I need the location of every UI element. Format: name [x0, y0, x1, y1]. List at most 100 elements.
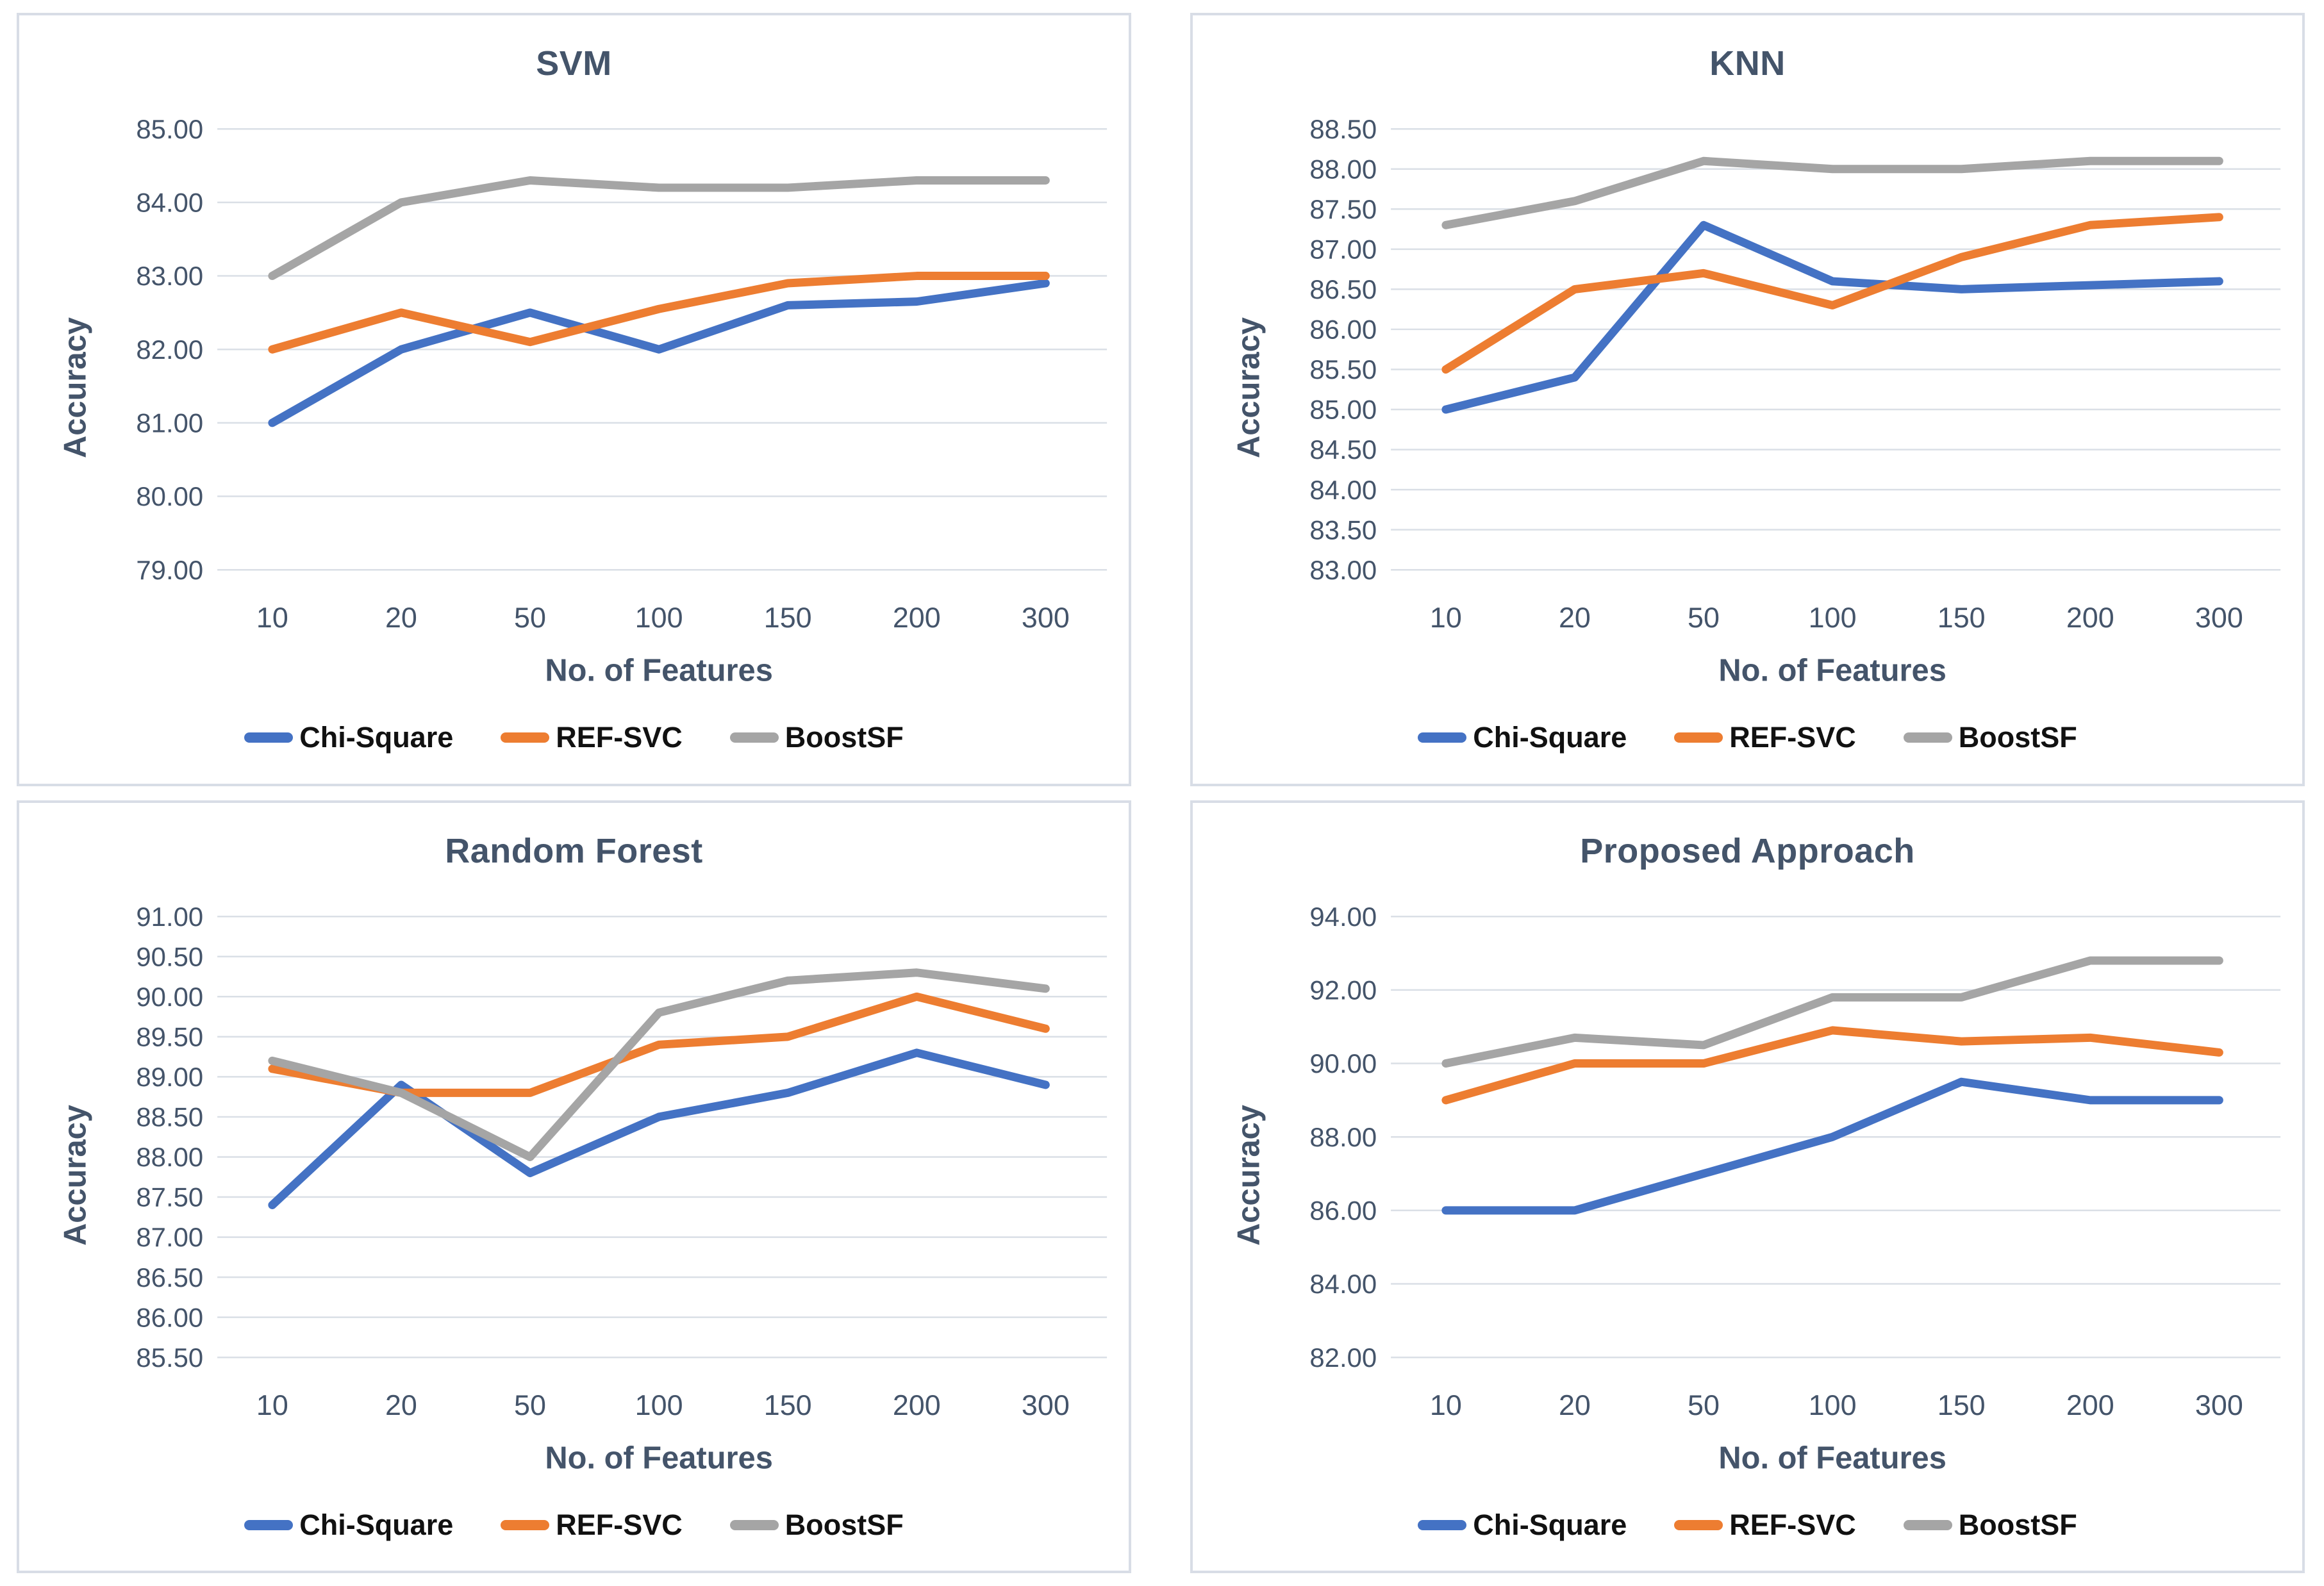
- line-chart-knn: 83.00 83.50 84.00 84.50 85.00 85.50 86.00 86.50…: [1232, 114, 2281, 688]
- x-tick-label: 10: [1430, 1388, 1462, 1421]
- legend-swatch-chi-square: [244, 732, 294, 743]
- series-line-chi-square: [1441, 220, 2223, 414]
- legend-label-ref-svc: REF-SVC: [1729, 1508, 1856, 1541]
- x-tick-label: 300: [1022, 1388, 1070, 1421]
- x-tick-label: 100: [635, 1388, 683, 1421]
- series-line-chi-square: [268, 1048, 1050, 1209]
- y-tick-label: 90.50: [136, 941, 203, 971]
- x-tick-label: 200: [2066, 1388, 2114, 1421]
- y-tick-label: 90.00: [1309, 1048, 1377, 1078]
- y-tick-label: 85.50: [1309, 354, 1377, 384]
- x-tick-label: 150: [1938, 601, 1986, 634]
- y-tick-label: 92.00: [1309, 975, 1377, 1005]
- legend-item-ref-svc: REF-SVC: [1674, 721, 1856, 754]
- x-tick-label: 50: [514, 601, 546, 634]
- y-tick-label: 82.00: [1309, 1342, 1377, 1372]
- x-tick-label: 10: [256, 601, 288, 634]
- chart-legend-proposed-approach: Chi-Square REF-SVC BoostSF: [1193, 1489, 2302, 1571]
- y-tick-label: 86.50: [1309, 274, 1377, 304]
- chart-title-proposed-approach: Proposed Approach: [1580, 831, 1915, 870]
- legend-label-boostsf: BoostSF: [1958, 1508, 2077, 1541]
- y-tick-label: 86.50: [136, 1262, 203, 1292]
- y-tick-label: 84.50: [1309, 434, 1377, 465]
- x-tick-label: 50: [1688, 601, 1720, 634]
- y-tick-label: 83.50: [1309, 515, 1377, 545]
- legend-item-ref-svc: REF-SVC: [501, 1508, 683, 1542]
- series-line-chi-square: [1441, 1077, 2223, 1214]
- chart-panel-proposed-approach: Proposed Approach 82.00 84.00 86.00 88.00 90…: [1190, 800, 2305, 1573]
- chart-title-knn: KNN: [1709, 44, 1786, 83]
- chart-title-svm: SVM: [536, 44, 612, 83]
- legend-swatch-ref-svc: [501, 732, 550, 743]
- series-line-boostsf: [1441, 156, 2223, 229]
- legend-label-ref-svc: REF-SVC: [1729, 721, 1856, 754]
- legend-swatch-ref-svc: [1674, 732, 1723, 743]
- x-tick-label: 10: [256, 1388, 288, 1421]
- series-line-ref-svc: [1441, 213, 2223, 374]
- y-tick-label: 86.00: [136, 1302, 203, 1332]
- y-tick-label: 84.00: [1309, 475, 1377, 505]
- y-tick-label: 89.00: [136, 1062, 203, 1092]
- x-tick-label: 200: [893, 1388, 941, 1421]
- x-axis-title: No. of Features: [545, 654, 773, 688]
- x-tick-label: 200: [2066, 601, 2114, 634]
- legend-swatch-boostsf: [729, 732, 779, 743]
- y-tick-label: 79.00: [136, 555, 203, 585]
- legend-item-boostsf: BoostSF: [1903, 1508, 2077, 1542]
- legend-swatch-ref-svc: [1674, 1519, 1723, 1530]
- x-tick-label: 150: [764, 601, 812, 634]
- chart-panel-random-forest: Random Forest 85.50 86.00 86.50 87.00 87.50 8…: [17, 800, 1131, 1573]
- y-tick-label: 86.00: [1309, 315, 1377, 345]
- y-axis-title: Accuracy: [1232, 1105, 1266, 1246]
- chart-legend-random-forest: Chi-Square REF-SVC BoostSF: [19, 1489, 1129, 1571]
- y-tick-label: 80.00: [136, 481, 203, 511]
- y-axis-title: Accuracy: [58, 317, 93, 458]
- line-chart-svm: 79.00 80.00 81.00 82.00 83.00 84.00 85.00 10 20 5…: [58, 114, 1108, 688]
- legend-item-chi-square: Chi-Square: [1418, 721, 1627, 754]
- legend-swatch-chi-square: [244, 1519, 294, 1530]
- legend-label-chi-square: Chi-Square: [299, 721, 454, 754]
- chart-panel-svm: SVM 79.00 80.00 81.00 82.00 83.00 84.00 85.00 1…: [17, 13, 1131, 786]
- legend-swatch-chi-square: [1418, 1519, 1467, 1530]
- chart-panel-knn: KNN 83.00 83.50 84.00 84.50 85.00 85.50 86.00 8…: [1190, 13, 2305, 786]
- legend-item-boostsf: BoostSF: [729, 1508, 904, 1542]
- series-line-boostsf: [268, 176, 1050, 281]
- y-tick-label: 83.00: [1309, 555, 1377, 585]
- legend-label-ref-svc: REF-SVC: [556, 1508, 683, 1541]
- y-tick-label: 87.00: [1309, 235, 1377, 265]
- chart-legend-knn: Chi-Square REF-SVC BoostSF: [1193, 701, 2302, 784]
- legend-item-ref-svc: REF-SVC: [1674, 1508, 1856, 1542]
- x-tick-label: 100: [1809, 1388, 1857, 1421]
- legend-swatch-boostsf: [729, 1519, 779, 1530]
- x-tick-label: 10: [1430, 601, 1462, 634]
- y-tick-label: 81.00: [136, 408, 203, 438]
- chart-legend-svm: Chi-Square REF-SVC BoostSF: [19, 701, 1129, 784]
- legend-label-boostsf: BoostSF: [1958, 721, 2077, 754]
- legend-label-chi-square: Chi-Square: [299, 1508, 454, 1541]
- series-line-ref-svc: [268, 272, 1050, 354]
- legend-label-chi-square: Chi-Square: [1473, 1508, 1627, 1541]
- y-tick-label: 82.00: [136, 335, 203, 365]
- y-tick-label: 88.50: [136, 1102, 203, 1132]
- x-tick-label: 300: [1022, 601, 1070, 634]
- y-tick-label: 87.50: [136, 1182, 203, 1212]
- series-line-boostsf: [268, 968, 1050, 1161]
- legend-item-chi-square: Chi-Square: [244, 1508, 453, 1542]
- x-axis-title: No. of Features: [545, 1441, 773, 1475]
- x-tick-label: 300: [2195, 1388, 2243, 1421]
- legend-item-boostsf: BoostSF: [729, 721, 904, 754]
- y-tick-label: 84.00: [1309, 1269, 1377, 1299]
- legend-swatch-boostsf: [1903, 1519, 1952, 1530]
- x-axis-title: No. of Features: [1718, 654, 1946, 688]
- legend-label-chi-square: Chi-Square: [1473, 721, 1627, 754]
- x-tick-label: 20: [1559, 601, 1591, 634]
- legend-item-chi-square: Chi-Square: [244, 721, 453, 754]
- x-tick-label: 300: [2195, 601, 2243, 634]
- y-tick-label: 94.00: [1309, 901, 1377, 931]
- line-chart-random-forest: 85.50 86.00 86.50 87.00 87.50 88.00 88.50 89.00…: [58, 901, 1108, 1475]
- x-tick-label: 50: [514, 1388, 546, 1421]
- x-tick-label: 200: [893, 601, 941, 634]
- x-tick-label: 20: [1559, 1388, 1591, 1421]
- y-tick-label: 87.00: [136, 1222, 203, 1252]
